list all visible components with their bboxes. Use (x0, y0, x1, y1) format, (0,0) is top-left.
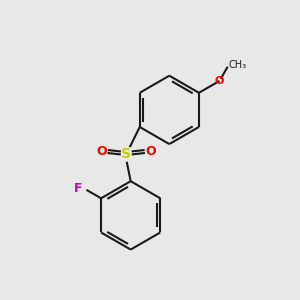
Text: O: O (146, 145, 156, 158)
Text: F: F (74, 182, 83, 195)
Text: O: O (96, 145, 107, 158)
Text: CH₃: CH₃ (228, 60, 246, 70)
Text: O: O (215, 76, 224, 86)
Text: S: S (121, 148, 131, 161)
